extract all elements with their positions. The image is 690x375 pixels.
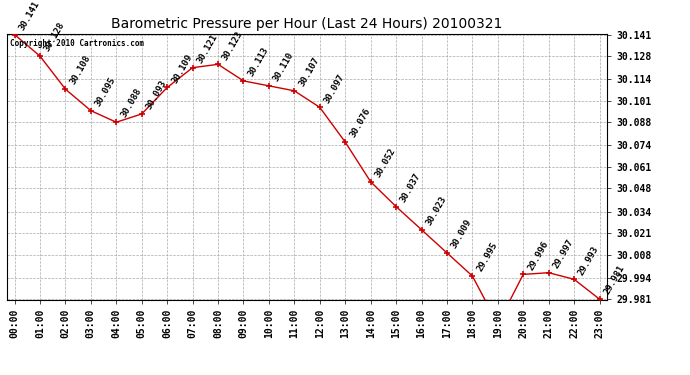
- Text: 29.997: 29.997: [551, 237, 575, 270]
- Text: 30.110: 30.110: [272, 51, 295, 83]
- Text: Copyright 2010 Cartronics.com: Copyright 2010 Cartronics.com: [10, 39, 144, 48]
- Text: 30.095: 30.095: [94, 75, 117, 108]
- Text: 30.108: 30.108: [68, 54, 92, 86]
- Text: 30.107: 30.107: [297, 56, 321, 88]
- Text: 30.141: 30.141: [17, 0, 41, 32]
- Text: 30.121: 30.121: [195, 33, 219, 65]
- Text: 30.113: 30.113: [246, 46, 270, 78]
- Text: 30.088: 30.088: [119, 87, 143, 120]
- Text: 29.993: 29.993: [577, 244, 601, 276]
- Text: 29.981: 29.981: [602, 264, 627, 296]
- Text: 30.023: 30.023: [424, 195, 448, 227]
- Text: 30.097: 30.097: [322, 72, 346, 105]
- Text: 30.109: 30.109: [170, 52, 194, 85]
- Text: 30.123: 30.123: [221, 29, 245, 62]
- Text: 30.076: 30.076: [348, 107, 372, 139]
- Text: 30.052: 30.052: [373, 147, 397, 179]
- Text: 30.093: 30.093: [144, 79, 168, 111]
- Text: 30.128: 30.128: [43, 21, 67, 53]
- Text: 29.966: 29.966: [0, 374, 1, 375]
- Title: Barometric Pressure per Hour (Last 24 Hours) 20100321: Barometric Pressure per Hour (Last 24 Ho…: [111, 17, 503, 31]
- Text: 29.995: 29.995: [475, 241, 499, 273]
- Text: 30.009: 30.009: [450, 217, 473, 250]
- Text: 30.037: 30.037: [399, 171, 423, 204]
- Text: 29.996: 29.996: [526, 239, 550, 272]
